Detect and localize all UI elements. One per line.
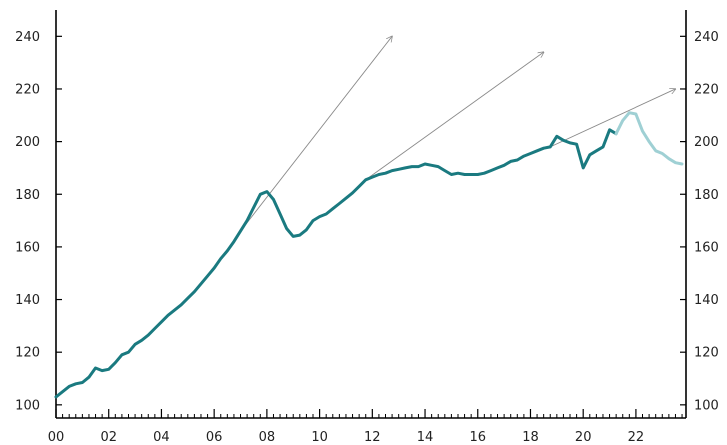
- trend-arrows: [240, 36, 676, 232]
- x-tick-label: 12: [364, 430, 381, 445]
- x-tick-label: 10: [311, 430, 328, 445]
- y-tick-label-left: 240: [15, 30, 40, 45]
- x-tick-label: 18: [522, 430, 539, 445]
- y-tick-label-right: 180: [694, 188, 719, 203]
- x-tick-label: 16: [469, 430, 486, 445]
- trend-arrow: [240, 36, 393, 232]
- trend-arrow: [365, 52, 544, 181]
- y-tick-label-right: 160: [694, 240, 719, 255]
- y-tick-label-left: 180: [15, 188, 40, 203]
- y-tick-label-left: 140: [15, 293, 40, 308]
- y-tick-label-left: 100: [15, 398, 40, 413]
- axes: [55, 10, 687, 419]
- y-tick-label-right: 100: [694, 398, 719, 413]
- trend-arrow: [550, 89, 675, 148]
- y-tick-label-left: 220: [15, 82, 40, 97]
- y-tick-label-right: 120: [694, 346, 719, 361]
- y-tick-label-left: 120: [15, 346, 40, 361]
- y-tick-label-right: 140: [694, 293, 719, 308]
- y-tick-label-left: 200: [15, 135, 40, 150]
- x-tick-label: 00: [48, 430, 65, 445]
- y-tick-label-right: 200: [694, 135, 719, 150]
- y-tick-label-left: 160: [15, 240, 40, 255]
- x-tick-label: 20: [575, 430, 592, 445]
- series-line: [614, 111, 684, 166]
- ticks: [55, 35, 686, 418]
- x-tick-label: 04: [153, 430, 170, 445]
- x-tick-label: 02: [100, 430, 117, 445]
- series-lines: [54, 111, 684, 399]
- x-tick-label: 06: [206, 430, 223, 445]
- x-tick-label: 14: [417, 430, 434, 445]
- y-tick-label-right: 220: [694, 82, 719, 97]
- y-tick-label-right: 240: [694, 30, 719, 45]
- x-tick-label: 08: [259, 430, 276, 445]
- x-tick-label: 22: [628, 430, 645, 445]
- series-line: [54, 128, 618, 399]
